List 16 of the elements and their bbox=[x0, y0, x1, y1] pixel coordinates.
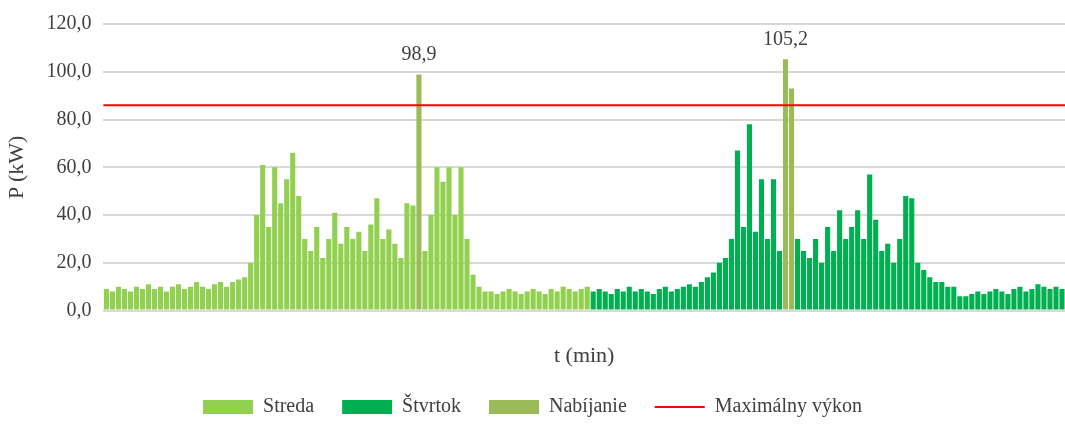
x-axis-title: t (min) bbox=[553, 341, 615, 367]
legend-label: Štvrtok bbox=[402, 393, 462, 417]
y-tick-label: 80,0 bbox=[56, 106, 92, 129]
y-tick-label: 0,0 bbox=[66, 297, 92, 320]
y-tick-label: 60,0 bbox=[56, 154, 92, 177]
y-tick-label: 40,0 bbox=[56, 202, 92, 225]
legend-label: Streda bbox=[263, 394, 315, 417]
legend-label: Nabíjanie bbox=[549, 394, 627, 418]
y-tick-label: 100,0 bbox=[46, 59, 92, 82]
data-label: 105,2 bbox=[763, 26, 809, 49]
bar bbox=[416, 74, 422, 310]
data-label: 98,9 bbox=[401, 41, 437, 64]
y-tick-label: 120,0 bbox=[46, 11, 92, 34]
y-axis-title: P (kW) bbox=[2, 135, 28, 199]
y-tick-label: 20,0 bbox=[56, 250, 92, 273]
legend-label: Maximálny výkon bbox=[714, 394, 862, 418]
